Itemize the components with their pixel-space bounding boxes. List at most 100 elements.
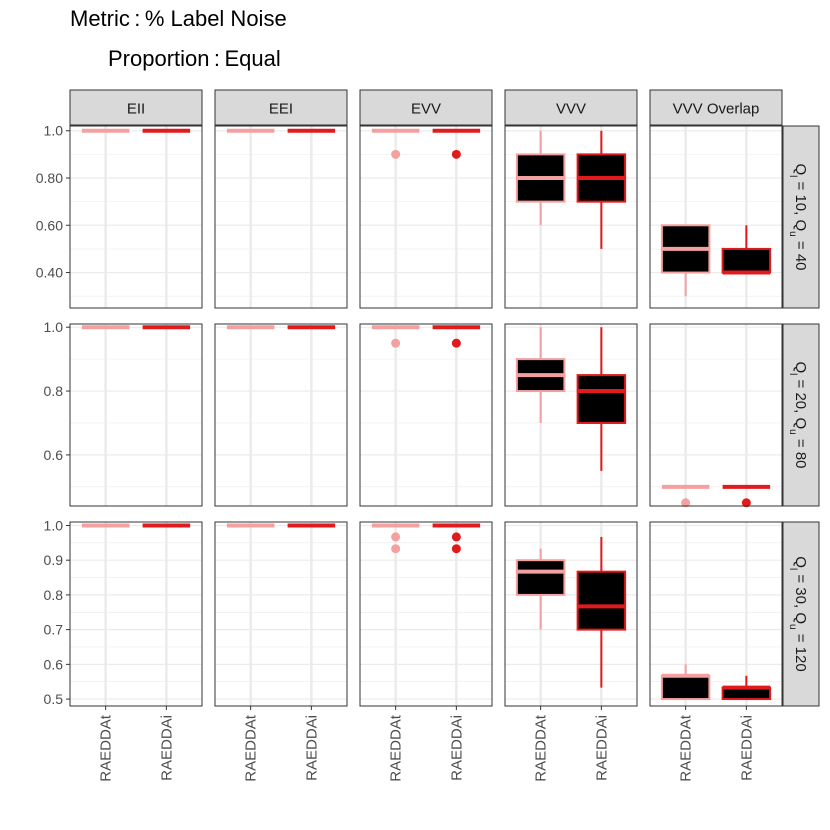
box-RAEDDAt [660,664,711,701]
box-body [576,570,627,631]
panel-border [649,521,783,707]
box-RAEDDAt [515,130,566,226]
panel-bg [70,522,202,706]
panel-r2-c2 [359,521,493,707]
metric-label: Metric [70,6,130,31]
row-strip-label: Ql = 20, Qu = 80 [788,361,810,468]
panel-border [214,323,348,507]
y-tick-label: 0.60 [36,217,63,233]
panel-r1-c4 [649,323,783,508]
x-tick-label: RAEDDAi [593,715,610,781]
chart-title-proportion: Proportion : Equal [108,46,281,71]
x-tick-label: RAEDDAi [448,715,465,781]
proportion-label: Proportion [108,46,210,71]
x-tick-label: RAEDDAt [678,714,695,782]
box-RAEDDAi [722,484,771,508]
x-tick-label: RAEDDAt [243,714,260,782]
facet-strip-label: EII [127,101,145,118]
y-tick-label: 0.6 [44,447,64,463]
panel-r1-c3 [504,323,638,507]
panel-r1-c1 [214,323,348,507]
box-body [576,374,627,424]
facet-strip-label: VVV [556,101,586,118]
box-RAEDDAt [371,523,420,554]
row-strip-label: Ql = 30, Qu = 120 [788,556,810,671]
box-RAEDDAi [721,675,772,701]
chart-title-metric: Metric : % Label Noise [70,6,287,31]
row-strip-0 [782,125,820,309]
facet-strip-label: EEI [269,101,293,118]
row-strip-text: Q [792,556,809,568]
panel-border [504,323,638,507]
panel-border [69,521,203,707]
box-body [660,674,711,701]
panel-r1-c2 [359,323,493,507]
outlier-point [681,498,691,508]
panel-border [69,125,203,309]
panel-r2-c0 [69,521,203,707]
panel-border [504,125,638,309]
row-strip-label: Ql = 10, Qu = 40 [788,163,810,270]
proportion-value: Equal [224,46,281,71]
box-RAEDDAt [371,325,420,348]
outlier-point [451,149,461,159]
y-tick-label: 0.8 [44,383,64,399]
box-RAEDDAt [661,484,710,508]
box-body [515,559,566,596]
panel-border [359,323,493,507]
outlier-point [391,532,401,542]
outlier-point [451,338,461,348]
subscript: u [788,231,799,237]
facet-strip-0 [69,89,203,126]
row-strip-text: Q [792,163,809,175]
row-strip-text: = 120 [792,630,809,672]
panel-bg [360,324,492,506]
x-tick-label: RAEDDAt [388,714,405,782]
box-RAEDDAi [721,225,772,275]
y-tick-label: 0.5 [44,691,64,707]
panel-bg [360,126,492,308]
x-tick-label: RAEDDAi [303,715,320,781]
metric-value: % Label Noise [144,6,287,31]
facet-strip-3 [504,89,638,126]
row-strip-text: Q [792,361,809,373]
panel-bg [360,522,492,706]
y-tick-label: 1.0 [44,319,64,335]
row-strip-text: = 30, Q [792,570,809,624]
y-tick-label: 0.6 [44,656,64,672]
panel-bg [70,126,202,308]
panel-r2-c3 [504,521,638,707]
box-RAEDDAi [576,327,627,471]
x-tick-label: RAEDDAi [738,715,755,781]
panel-border [69,323,203,507]
box-RAEDDAt [515,548,566,630]
subscript: l [788,373,799,375]
box-RAEDDAi [432,128,481,159]
outlier-point [451,544,461,554]
y-tick-label: 1.0 [44,123,64,139]
box-RAEDDAi [432,325,481,348]
row-strip-text: = 20, Q [792,375,809,429]
outlier-point [451,532,461,542]
panel-border [214,125,348,309]
panel-border [649,323,783,507]
box-RAEDDAt [660,224,711,297]
panel-bg [215,522,347,706]
box-RAEDDAt [515,327,566,423]
panel-r2-c4 [649,521,783,707]
x-tick-label: RAEDDAt [98,714,115,782]
panel-bg [650,126,782,308]
box-RAEDDAi [576,536,627,688]
subscript: u [788,624,799,630]
box-RAEDDAi [576,130,627,249]
panel-bg [215,324,347,506]
panel-border [359,125,493,309]
subscript: l [788,175,799,177]
x-tick-label: RAEDDAt [533,714,550,782]
panel-r0-c3 [504,125,638,309]
x-tick-label: RAEDDAi [158,715,175,781]
outlier-point [391,544,401,554]
row-strip-text: = 10, Q [792,177,809,231]
subscript: l [788,568,799,570]
y-tick-label: 0.9 [44,552,64,568]
